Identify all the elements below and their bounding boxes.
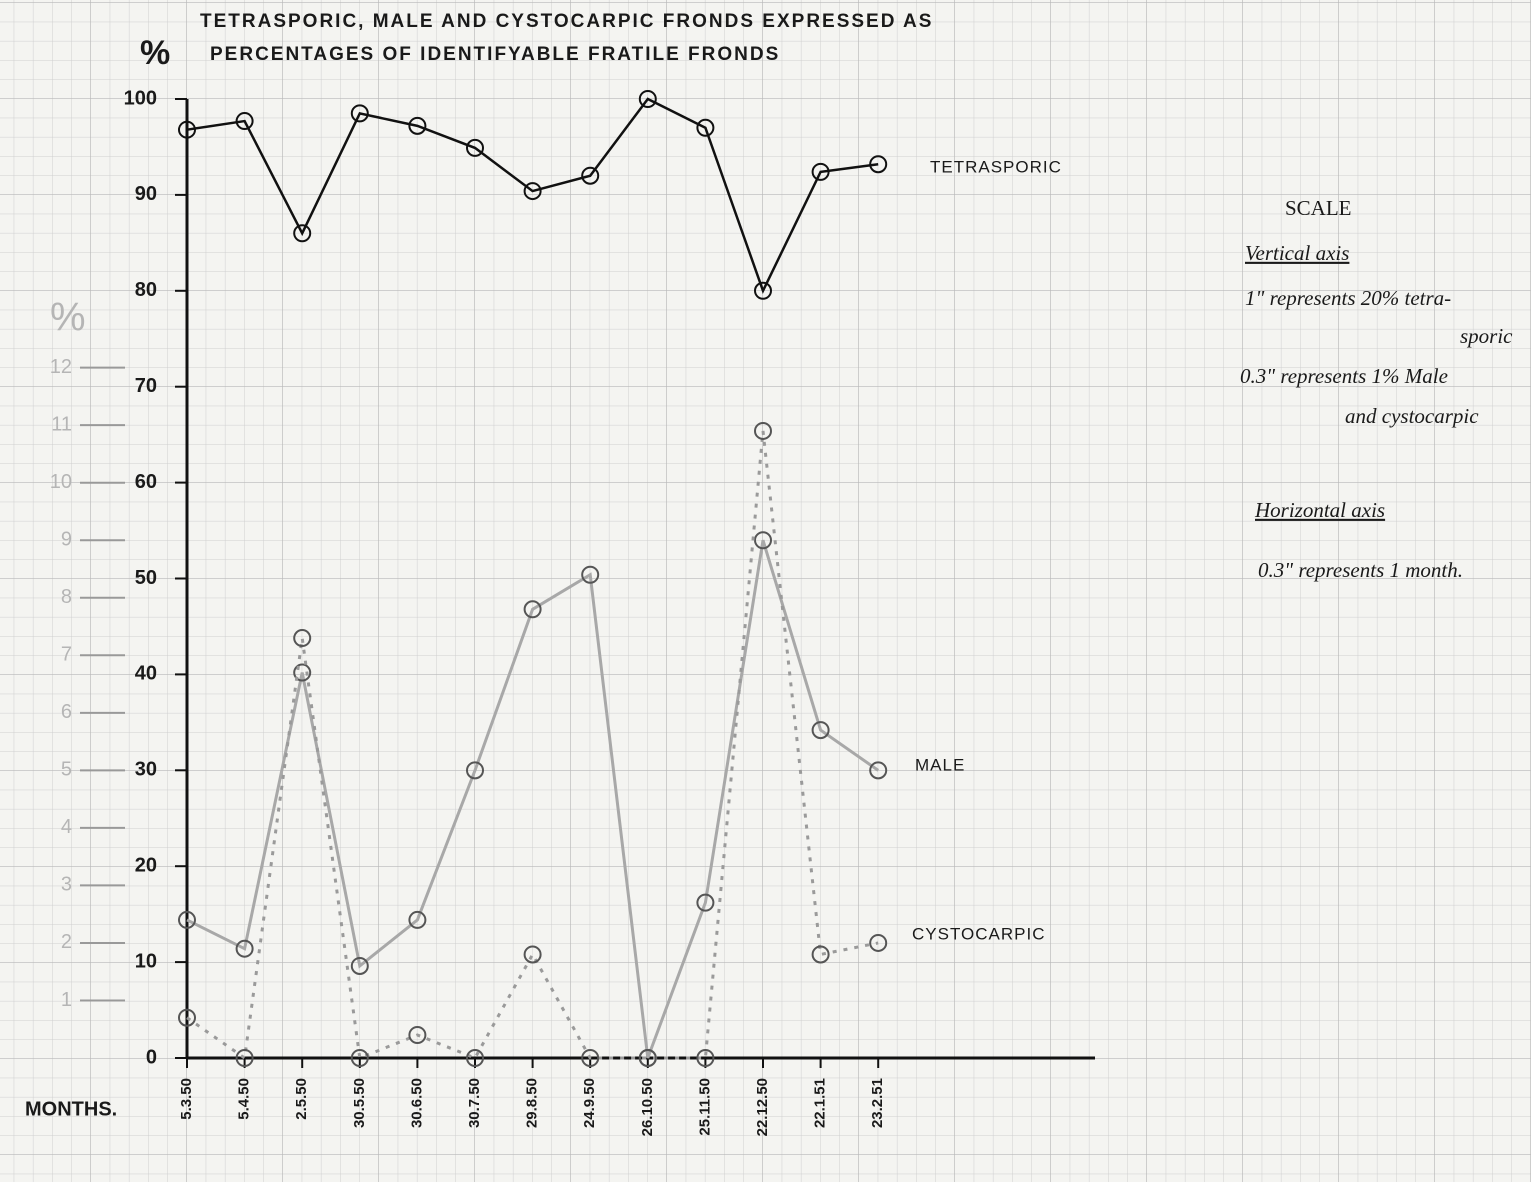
y2-tick-label: 2 <box>61 931 72 953</box>
x-tick-label: 30.6.50 <box>408 1078 425 1128</box>
x-tick-label: 22.12.50 <box>754 1078 771 1136</box>
graph-paper-major <box>0 0 1531 1182</box>
y-tick-label: 40 <box>135 663 157 685</box>
y-tick-label: 100 <box>124 87 157 109</box>
series-label: MALE <box>915 755 965 774</box>
y2-tick-label: 9 <box>61 529 72 551</box>
chart: TETRASPORIC, MALE AND CYSTOCARPIC FRONDS… <box>0 0 1531 1182</box>
note-line: sporic <box>1460 324 1513 348</box>
series-label: TETRASPORIC <box>930 157 1062 176</box>
y-tick-label: 60 <box>135 471 157 493</box>
chart-title: TETRASPORIC, MALE AND CYSTOCARPIC FRONDS… <box>200 11 933 32</box>
x-tick-label: 22.1.51 <box>812 1078 829 1128</box>
note-line: 0.3" represents 1% Male <box>1240 364 1448 388</box>
y-axis-label: % <box>140 34 170 72</box>
y-tick-label: 0 <box>146 1046 157 1068</box>
note-line: 1" represents 20% tetra- <box>1245 286 1451 310</box>
y-tick-label: 80 <box>135 279 157 301</box>
x-tick-label: 23.2.51 <box>869 1078 886 1128</box>
y2-tick-label: 10 <box>50 471 72 493</box>
y2-tick-label: 5 <box>61 759 72 781</box>
y-tick-label: 20 <box>135 854 157 876</box>
note-line: 0.3" represents 1 month. <box>1258 558 1463 582</box>
y2-tick-label: 6 <box>61 701 72 723</box>
y-tick-label: 10 <box>135 950 157 972</box>
series-label: CYSTOCARPIC <box>912 924 1046 943</box>
x-tick-label: 24.9.50 <box>581 1078 598 1128</box>
y2-tick-label: 1 <box>61 989 72 1011</box>
note-title: SCALE <box>1285 196 1352 220</box>
x-tick-label: 5.4.50 <box>236 1078 253 1120</box>
note-line: and cystocarpic <box>1345 404 1479 428</box>
y2-axis-label: % <box>50 296 86 340</box>
note-heading: Horizontal axis <box>1254 498 1385 522</box>
y2-tick-label: 7 <box>61 644 72 666</box>
y-tick-label: 30 <box>135 759 157 781</box>
y2-tick-label: 8 <box>61 586 72 608</box>
note-heading: Vertical axis <box>1245 241 1349 265</box>
y-tick-label: 50 <box>135 567 157 589</box>
y2-tick-label: 12 <box>50 356 72 378</box>
x-tick-label: 2.5.50 <box>293 1078 310 1120</box>
x-tick-label: 26.10.50 <box>639 1078 656 1136</box>
x-tick-label: 5.3.50 <box>178 1078 195 1120</box>
y2-tick-label: 11 <box>51 413 72 435</box>
y-tick-label: 90 <box>135 183 157 205</box>
y-tick-label: 70 <box>135 375 157 397</box>
x-axis-label: MONTHS. <box>25 1098 117 1120</box>
x-tick-label: 30.5.50 <box>351 1078 368 1128</box>
x-tick-label: 25.11.50 <box>696 1078 713 1136</box>
x-tick-label: 29.8.50 <box>524 1078 541 1128</box>
x-tick-label: 30.7.50 <box>466 1078 483 1128</box>
chart-subtitle: PERCENTAGES OF IDENTIFYABLE FRATILE FRON… <box>210 44 780 65</box>
y2-tick-label: 4 <box>61 816 72 838</box>
y2-tick-label: 3 <box>61 874 72 896</box>
